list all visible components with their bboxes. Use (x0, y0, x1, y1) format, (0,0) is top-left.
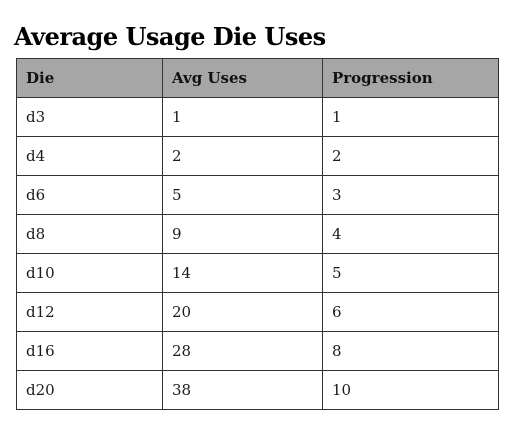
cell-die: d4 (16, 136, 163, 176)
cell-die: d3 (16, 97, 163, 137)
cell-avg-uses: 9 (162, 214, 323, 254)
usage-die-table: Die Avg Uses Progression d3 1 1 d4 2 2 d… (16, 58, 499, 410)
cell-die: d10 (16, 253, 163, 293)
page-title: Average Usage Die Uses (14, 22, 326, 51)
table-row: d4 2 2 (16, 136, 499, 176)
cell-avg-uses: 20 (162, 292, 323, 332)
column-header-die: Die (16, 58, 163, 98)
cell-die: d20 (16, 370, 163, 410)
cell-progression: 1 (322, 97, 499, 137)
cell-avg-uses: 38 (162, 370, 323, 410)
cell-progression: 10 (322, 370, 499, 410)
cell-progression: 4 (322, 214, 499, 254)
table-header-row: Die Avg Uses Progression (16, 58, 499, 98)
cell-avg-uses: 2 (162, 136, 323, 176)
cell-progression: 3 (322, 175, 499, 215)
cell-progression: 6 (322, 292, 499, 332)
column-header-avg-uses: Avg Uses (162, 58, 323, 98)
table-row: d10 14 5 (16, 253, 499, 293)
table-row: d6 5 3 (16, 175, 499, 215)
table-row: d20 38 10 (16, 370, 499, 410)
table-row: d3 1 1 (16, 97, 499, 137)
cell-die: d8 (16, 214, 163, 254)
cell-die: d6 (16, 175, 163, 215)
table-row: d16 28 8 (16, 331, 499, 371)
cell-progression: 2 (322, 136, 499, 176)
table-row: d8 9 4 (16, 214, 499, 254)
cell-die: d12 (16, 292, 163, 332)
cell-avg-uses: 28 (162, 331, 323, 371)
cell-avg-uses: 14 (162, 253, 323, 293)
cell-avg-uses: 1 (162, 97, 323, 137)
cell-progression: 8 (322, 331, 499, 371)
column-header-progression: Progression (322, 58, 499, 98)
table-row: d12 20 6 (16, 292, 499, 332)
cell-die: d16 (16, 331, 163, 371)
cell-progression: 5 (322, 253, 499, 293)
cell-avg-uses: 5 (162, 175, 323, 215)
